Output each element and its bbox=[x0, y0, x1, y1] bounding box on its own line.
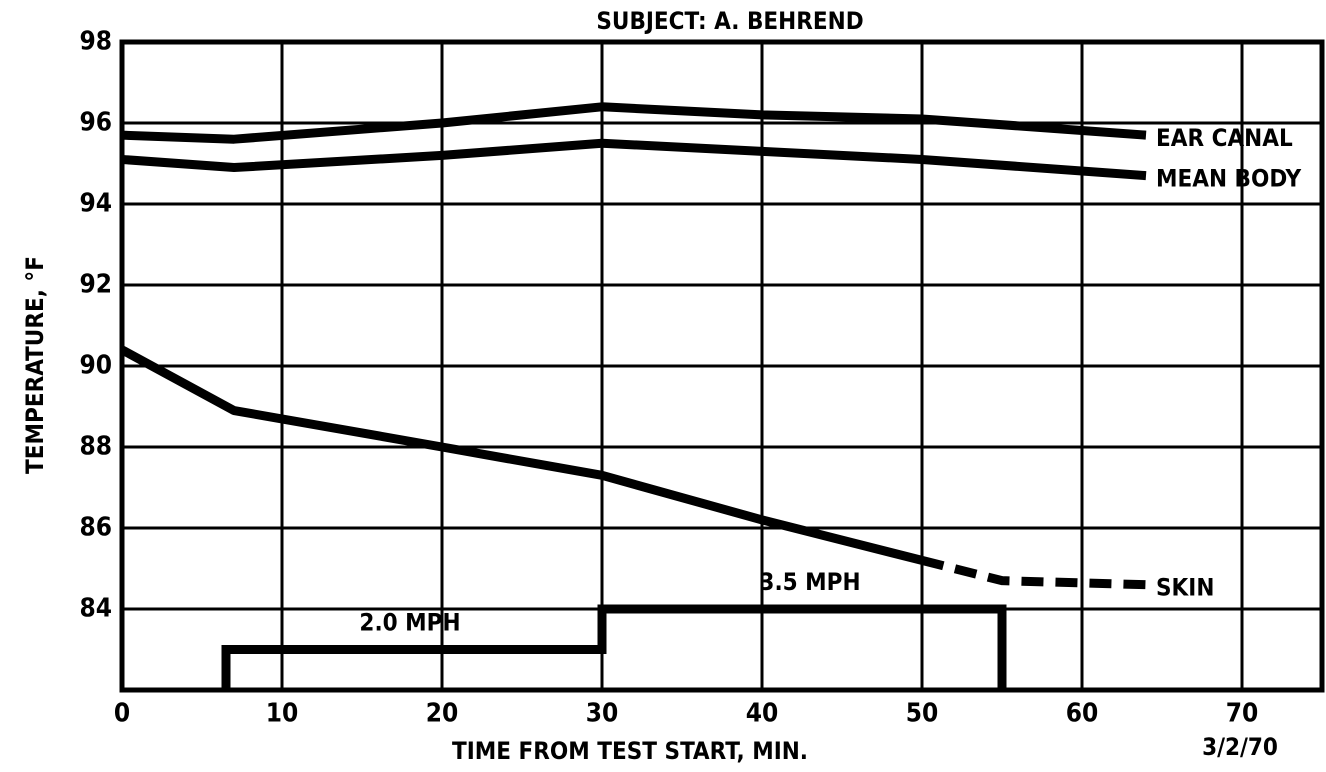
legend-label: MEAN BODY bbox=[1156, 165, 1302, 193]
x-tick-label: 40 bbox=[746, 699, 779, 729]
x-tick-label: 20 bbox=[426, 699, 459, 729]
x-tick-label: 0 bbox=[114, 699, 130, 729]
y-tick-label: 90 bbox=[79, 351, 112, 381]
y-tick-label: 88 bbox=[79, 432, 112, 462]
x-tick-label: 30 bbox=[586, 699, 619, 729]
annotation: 3.5 MPH bbox=[759, 568, 860, 596]
y-axis-label: TEMPERATURE, °F bbox=[21, 256, 49, 474]
y-tick-label: 96 bbox=[79, 108, 112, 138]
y-tick-label: 94 bbox=[79, 189, 112, 219]
series-line bbox=[121, 138, 1147, 181]
series-line bbox=[121, 102, 1147, 144]
legend-label: EAR CANAL bbox=[1156, 124, 1293, 152]
date: 3/2/70 bbox=[1202, 733, 1278, 761]
x-tick-label: 50 bbox=[906, 699, 939, 729]
y-tick-label: 98 bbox=[79, 27, 112, 57]
x-tick-label: 10 bbox=[266, 699, 299, 729]
x-tick-label: 70 bbox=[1226, 699, 1259, 729]
legend-label: SKIN bbox=[1156, 574, 1214, 602]
plot-frame bbox=[119, 39, 1325, 693]
series-line bbox=[119, 345, 924, 565]
x-axis-label: TIME FROM TEST START, MIN. bbox=[452, 737, 808, 765]
series-line-dashed bbox=[920, 556, 1147, 590]
annotation: 2.0 MPH bbox=[359, 608, 460, 636]
x-tick-label: 60 bbox=[1066, 699, 1099, 729]
speed-profile bbox=[221, 604, 1007, 690]
y-tick-label: 86 bbox=[79, 513, 112, 543]
y-tick-label: 92 bbox=[79, 270, 112, 300]
chart-title: SUBJECT: A. BEHREND bbox=[596, 7, 863, 35]
y-tick-label: 84 bbox=[79, 594, 112, 624]
